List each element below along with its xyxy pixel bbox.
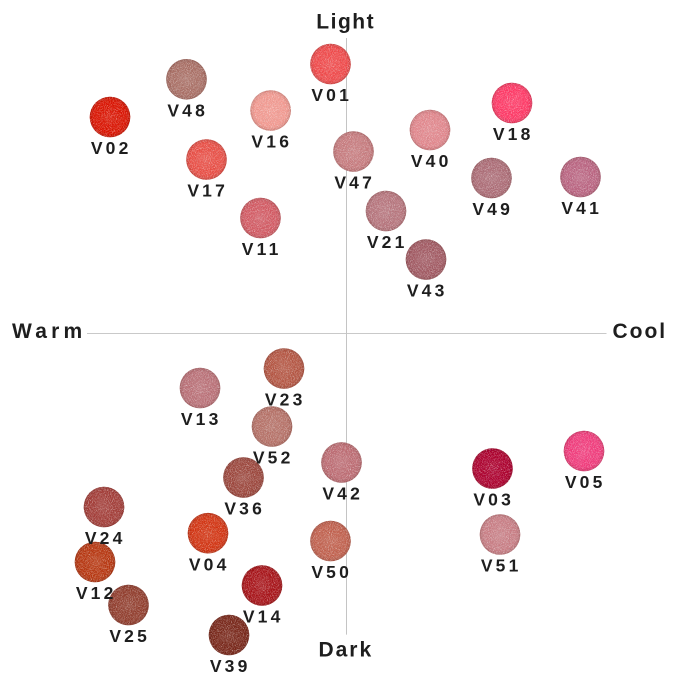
- svg-text:V42: V42: [322, 484, 363, 504]
- svg-text:V52: V52: [253, 448, 294, 468]
- svg-text:V36: V36: [224, 499, 265, 519]
- svg-text:V03: V03: [473, 490, 514, 510]
- svg-text:V01: V01: [311, 85, 352, 105]
- svg-text:V14: V14: [243, 607, 284, 627]
- svg-text:V21: V21: [367, 232, 408, 252]
- svg-text:Warm: Warm: [12, 320, 86, 343]
- svg-text:V41: V41: [561, 198, 602, 218]
- svg-text:V39: V39: [210, 656, 251, 676]
- svg-text:Cool: Cool: [612, 320, 667, 343]
- svg-text:V11: V11: [242, 239, 282, 259]
- svg-text:V18: V18: [493, 124, 534, 144]
- svg-text:V48: V48: [167, 101, 208, 121]
- svg-text:V43: V43: [407, 281, 448, 301]
- svg-text:V05: V05: [565, 472, 606, 492]
- svg-text:V25: V25: [109, 626, 150, 646]
- svg-text:V47: V47: [334, 173, 375, 193]
- svg-text:V04: V04: [189, 554, 230, 574]
- svg-text:V50: V50: [311, 562, 352, 582]
- svg-text:Light: Light: [316, 10, 375, 33]
- svg-text:V02: V02: [91, 138, 132, 158]
- svg-text:V12: V12: [76, 583, 117, 603]
- svg-text:V23: V23: [265, 390, 306, 410]
- svg-text:V49: V49: [472, 199, 513, 219]
- svg-text:V16: V16: [251, 132, 292, 152]
- svg-text:V24: V24: [85, 528, 126, 548]
- svg-text:V40: V40: [411, 151, 452, 171]
- svg-text:V51: V51: [481, 556, 522, 576]
- svg-text:Dark: Dark: [318, 639, 373, 662]
- svg-text:V17: V17: [187, 181, 228, 201]
- svg-text:V13: V13: [181, 409, 222, 429]
